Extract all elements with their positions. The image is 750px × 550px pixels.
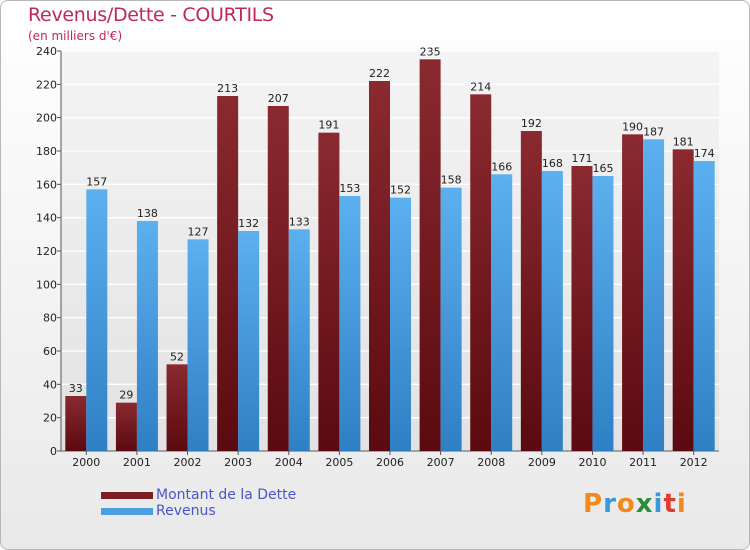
x-tick-label: 2010 (578, 456, 606, 469)
x-tick-label: 2005 (325, 456, 353, 469)
bar-revenus (440, 187, 462, 451)
legend-label-dette: Montant de la Dette (156, 487, 297, 503)
y-tick-label: 220 (36, 78, 57, 91)
bar-dette (217, 96, 239, 451)
data-label: 165 (592, 162, 613, 175)
y-tick-label: 240 (36, 45, 57, 58)
bar-revenus (693, 161, 715, 451)
bar-revenus (390, 197, 411, 451)
bar-revenus (86, 189, 108, 452)
bar-revenus (491, 174, 513, 452)
y-tick-label: 180 (36, 145, 57, 158)
bar-dette (65, 396, 87, 451)
logo-letter: i (653, 489, 664, 519)
data-label: 152 (390, 184, 411, 197)
bar-revenus (592, 176, 614, 451)
data-label: 181 (673, 135, 694, 148)
logo-letter: P (583, 489, 604, 519)
bar-dette (115, 402, 137, 451)
logo-letter: o (616, 489, 636, 519)
legend-label-revenus: Revenus (156, 503, 216, 519)
bar-revenus (238, 231, 260, 451)
bar-revenus (339, 196, 361, 451)
logo-letter: t (663, 489, 677, 519)
data-label: 222 (369, 67, 390, 80)
bar-dette (571, 166, 593, 451)
data-label: 190 (622, 120, 643, 133)
bar-dette (520, 131, 542, 451)
x-tick-label: 2002 (174, 456, 202, 469)
logo-letter: i (676, 489, 687, 519)
data-label: 191 (318, 119, 339, 132)
data-label: 132 (238, 217, 259, 230)
data-label: 187 (643, 125, 664, 138)
x-tick-label: 2009 (528, 456, 556, 469)
data-label: 235 (420, 45, 441, 58)
data-label: 127 (188, 225, 209, 238)
bar-dette (672, 149, 694, 452)
x-tick-label: 2006 (376, 456, 404, 469)
bar-dette (419, 59, 441, 451)
bar-dette (166, 364, 188, 451)
x-tick-label: 2011 (629, 456, 657, 469)
bar-revenus (288, 229, 310, 451)
x-tick-label: 2003 (224, 456, 252, 469)
y-tick-label: 80 (43, 312, 57, 325)
x-tick-label: 2012 (680, 456, 708, 469)
data-label: 168 (542, 157, 563, 170)
data-label: 192 (521, 117, 542, 130)
bar-dette (267, 106, 289, 451)
bar-dette (622, 134, 644, 452)
x-tick-label: 2007 (427, 456, 455, 469)
x-tick-label: 2000 (72, 456, 100, 469)
y-tick-label: 120 (36, 245, 57, 258)
x-tick-label: 2001 (123, 456, 151, 469)
data-label: 133 (289, 215, 310, 228)
data-label: 157 (86, 175, 107, 188)
bar-revenus (136, 221, 158, 451)
data-label: 153 (339, 182, 360, 195)
bar-dette (470, 94, 492, 451)
data-label: 166 (491, 160, 512, 173)
y-tick-label: 200 (36, 112, 57, 125)
x-tick-label: 2008 (477, 456, 505, 469)
data-label: 52 (170, 350, 184, 363)
y-tick-label: 40 (43, 378, 57, 391)
data-label: 214 (470, 80, 491, 93)
data-label: 29 (119, 389, 133, 402)
data-label: 33 (69, 382, 83, 395)
y-tick-label: 0 (50, 445, 57, 458)
legend-swatch-revenus (101, 508, 153, 515)
data-label: 158 (441, 174, 462, 187)
data-label: 207 (268, 92, 289, 105)
data-label: 213 (217, 82, 238, 95)
y-tick-label: 100 (36, 278, 57, 291)
proxiti-logo: Proxiti (583, 489, 687, 519)
bar-revenus (541, 171, 563, 451)
y-tick-label: 140 (36, 212, 57, 225)
x-tick-label: 2004 (275, 456, 303, 469)
bar-dette (318, 132, 340, 451)
bar-revenus (643, 139, 665, 452)
logo-letter: x (635, 489, 654, 519)
logo-letter: r (603, 489, 617, 519)
y-tick-label: 60 (43, 345, 57, 358)
chart-title: Revenus/Dette - COURTILS (28, 4, 274, 26)
bar-revenus (187, 239, 209, 451)
data-label: 174 (694, 147, 715, 160)
bar-dette (369, 81, 390, 451)
y-tick-label: 160 (36, 178, 57, 191)
y-tick-label: 20 (43, 412, 57, 425)
data-label: 138 (137, 207, 158, 220)
bar-chart: 0 20 40 60 80 100 120 140 160 180 200 220 240 33 157 20… (36, 45, 719, 469)
chart-subtitle: (en milliers d'€) (28, 29, 123, 43)
legend-swatch-dette (101, 492, 153, 499)
data-label: 171 (571, 152, 592, 165)
